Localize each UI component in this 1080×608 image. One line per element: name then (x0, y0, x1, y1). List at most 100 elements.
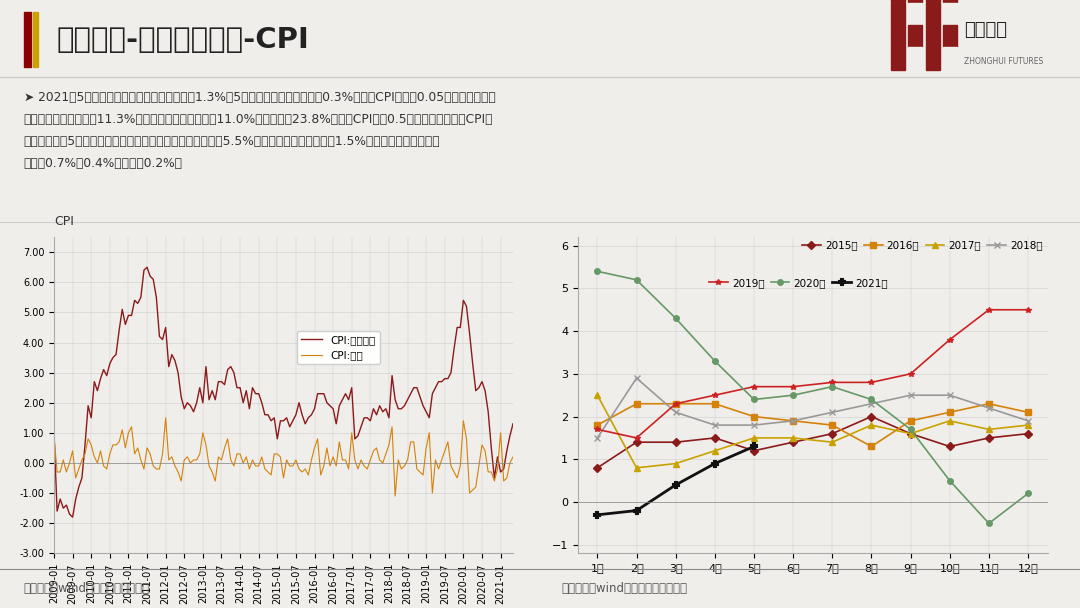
2016年 (747, 413, 760, 420)
2018年 (1022, 417, 1035, 424)
CPI:环比 (107, 441, 120, 449)
2019年 (670, 400, 683, 407)
CPI:当月同比 (140, 264, 153, 271)
CPI:当月同比 (132, 300, 145, 307)
2019年 (786, 383, 799, 390)
2016年 (943, 409, 956, 416)
2016年 (591, 421, 604, 429)
Bar (891, 2, 905, 25)
2017年 (865, 421, 878, 429)
2017年 (591, 392, 604, 399)
Line: 2021年: 2021年 (594, 443, 757, 518)
2015年 (747, 447, 760, 454)
2019年 (983, 306, 996, 313)
2015年 (708, 434, 721, 441)
CPI:当月同比 (354, 423, 367, 430)
CPI:当月同比 (165, 351, 178, 358)
2018年 (786, 417, 799, 424)
2018年 (591, 434, 604, 441)
CPI:环比 (162, 456, 175, 463)
Line: CPI:环比: CPI:环比 (54, 418, 513, 496)
2021年 (630, 507, 643, 514)
2015年 (786, 438, 799, 446)
2019年 (747, 383, 760, 390)
Line: 2018年: 2018年 (595, 375, 1030, 441)
2016年 (630, 400, 643, 407)
Bar (891, 25, 905, 47)
Text: 数据来源：wind，中辉期货研发中心: 数据来源：wind，中辉期货研发中心 (562, 582, 688, 595)
2016年 (708, 400, 721, 407)
Text: 市场聚焦-中国经济数据-CPI: 市场聚焦-中国经济数据-CPI (56, 26, 309, 54)
Bar (908, 0, 922, 2)
2019年 (865, 379, 878, 386)
2020年 (826, 383, 839, 390)
Bar (943, 2, 957, 25)
2020年 (747, 396, 760, 403)
CPI:当月同比 (109, 351, 122, 358)
2017年 (826, 438, 839, 446)
2020年 (904, 426, 917, 433)
2018年 (747, 421, 760, 429)
2017年 (670, 460, 683, 467)
CPI:当月同比 (507, 420, 519, 427)
2015年 (983, 434, 996, 441)
2019年 (630, 434, 643, 441)
2020年 (1022, 490, 1035, 497)
2018年 (943, 392, 956, 399)
2019年 (904, 370, 917, 378)
Line: 2015年: 2015年 (595, 414, 1030, 471)
2021年 (591, 511, 604, 519)
2017年 (983, 426, 996, 433)
Text: ➤ 2021年5月份，全国居民消费价格同比上涨1.3%。5月份，食品价格同比上涨0.3%，影响CPI上涨约0.05个百分点。与此
同时，禽肉类价格下降11.3%: ➤ 2021年5月份，全国居民消费价格同比上涨1.3%。5月份，食品价格同比上涨… (24, 91, 496, 170)
2016年 (983, 400, 996, 407)
2017年 (786, 434, 799, 441)
CPI:环比 (48, 432, 60, 440)
2016年 (904, 417, 917, 424)
2018年 (826, 409, 839, 416)
Text: ZHONGHUI FUTURES: ZHONGHUI FUTURES (964, 57, 1043, 66)
Bar (943, 25, 957, 47)
2018年 (983, 404, 996, 412)
CPI:环比 (129, 451, 141, 458)
2015年 (591, 464, 604, 471)
2018年 (630, 375, 643, 382)
2017年 (708, 447, 721, 454)
2017年 (630, 464, 643, 471)
2020年 (983, 520, 996, 527)
2017年 (747, 434, 760, 441)
2021年 (708, 460, 721, 467)
2020年 (786, 392, 799, 399)
2017年 (904, 430, 917, 437)
2015年 (865, 413, 878, 420)
Line: 2017年: 2017年 (595, 392, 1030, 471)
Bar (24, 12, 31, 67)
Legend: 2019年, 2020年, 2021年: 2019年, 2020年, 2021年 (705, 274, 892, 292)
Bar (943, 47, 957, 69)
Text: 数据来源：wind，中辉期货研发中心: 数据来源：wind，中辉期货研发中心 (24, 582, 150, 595)
CPI:当月同比 (162, 363, 175, 370)
Text: 中辉期货: 中辉期货 (964, 21, 1008, 39)
CPI:环比 (159, 414, 172, 421)
2020年 (630, 276, 643, 283)
Bar (908, 2, 922, 25)
2020年 (591, 268, 604, 275)
2019年 (708, 392, 721, 399)
2015年 (826, 430, 839, 437)
2018年 (904, 392, 917, 399)
2018年 (708, 421, 721, 429)
2016年 (670, 400, 683, 407)
Legend: CPI:当月同比, CPI:环比: CPI:当月同比, CPI:环比 (297, 331, 380, 364)
CPI:环比 (389, 492, 402, 500)
Bar (908, 25, 922, 47)
CPI:当月同比 (66, 514, 79, 521)
CPI:环比 (157, 451, 170, 458)
Bar (926, 0, 940, 2)
2019年 (591, 426, 604, 433)
2019年 (1022, 306, 1035, 313)
2017年 (943, 417, 956, 424)
2020年 (943, 477, 956, 485)
Bar (926, 47, 940, 69)
Line: 2019年: 2019年 (595, 307, 1030, 441)
2016年 (1022, 409, 1035, 416)
2020年 (670, 315, 683, 322)
